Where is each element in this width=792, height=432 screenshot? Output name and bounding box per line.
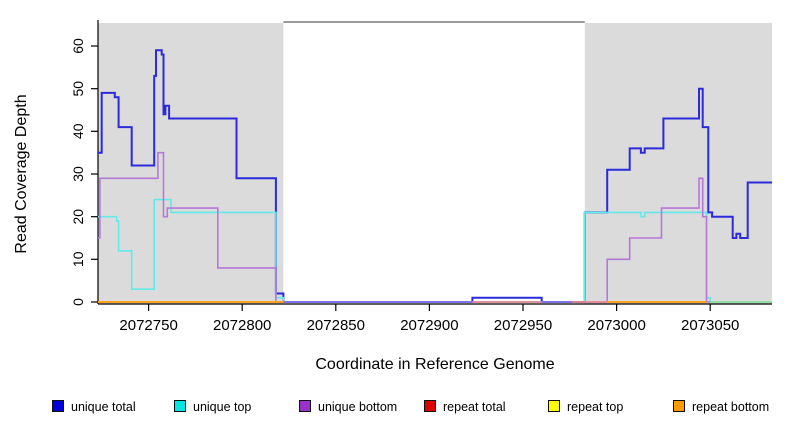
- shaded-region: [98, 23, 284, 304]
- y-axis-title: Read Coverage Depth: [13, 94, 30, 254]
- legend-label: repeat total: [443, 399, 506, 414]
- x-tick-label: 2072800: [213, 317, 271, 334]
- y-tick-label: 60: [70, 38, 86, 54]
- x-tick-label: 2072950: [494, 317, 552, 334]
- legend-item-repeat-total: repeat total: [424, 398, 506, 414]
- x-tick-label: 2072750: [119, 317, 177, 334]
- legend-swatch-unique-top: [174, 399, 186, 412]
- y-tick-label: 0: [70, 298, 86, 306]
- legend: unique total unique top unique bottom repea…: [0, 398, 792, 422]
- legend-label: unique top: [193, 399, 252, 414]
- legend-swatch-repeat-total: [424, 399, 436, 412]
- legend-swatch-unique-bottom: [299, 399, 311, 412]
- legend-item-unique-top: unique top: [174, 398, 251, 414]
- x-tick-label: 2073000: [587, 317, 645, 334]
- y-tick-label: 50: [70, 81, 86, 97]
- legend-label: repeat top: [567, 399, 624, 414]
- shaded-region: [584, 23, 772, 304]
- legend-label: repeat bottom: [692, 399, 770, 414]
- y-tick-label: 20: [70, 209, 86, 225]
- legend-item-unique-total: unique total: [52, 398, 136, 414]
- x-axis-title: Coordinate in Reference Genome: [315, 356, 555, 373]
- legend-item-unique-bottom: unique bottom: [299, 398, 397, 414]
- series-unique-total: [98, 49, 772, 303]
- legend-label: unique bottom: [318, 399, 398, 414]
- x-tick-label: 2072850: [307, 317, 365, 334]
- legend-swatch-repeat-bottom: [673, 399, 685, 412]
- legend-item-repeat-bottom: repeat bottom: [673, 398, 769, 414]
- legend-label: unique total: [71, 399, 136, 414]
- y-tick-label: 10: [70, 251, 86, 267]
- legend-item-repeat-top: repeat top: [548, 398, 623, 414]
- series-unique-top: [98, 198, 772, 303]
- y-tick-label: 30: [70, 166, 86, 182]
- y-tick-label: 40: [70, 123, 86, 139]
- x-tick-label: 2072900: [400, 317, 458, 334]
- x-tick-label: 2073050: [681, 317, 739, 334]
- legend-swatch-repeat-top: [548, 399, 560, 412]
- legend-swatch-unique-total: [52, 399, 64, 412]
